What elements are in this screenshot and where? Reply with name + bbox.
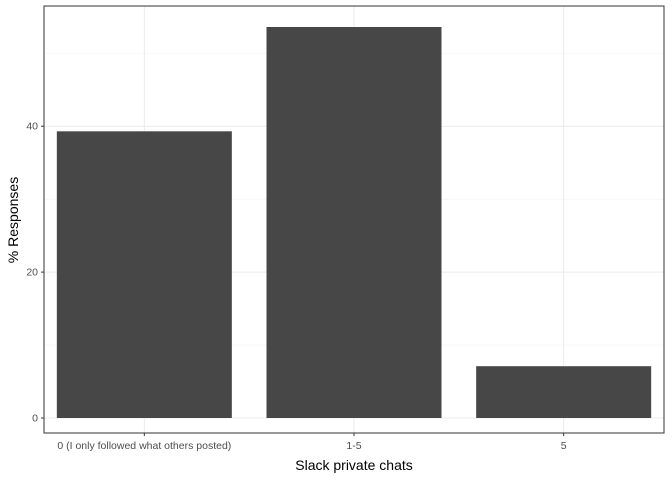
bar [56, 131, 232, 418]
bar [266, 27, 442, 418]
bar [476, 366, 652, 418]
x-axis-title: Slack private chats [295, 457, 413, 473]
y-axis-title: % Responses [5, 177, 21, 263]
y-axis-ticks: 0 20 40 [26, 121, 44, 425]
x-axis-ticks: 0 (I only followed what others posted) 1-… [57, 433, 567, 452]
x-tick-label: 1-5 [346, 440, 361, 452]
y-tick-label: 20 [26, 267, 38, 279]
bars [56, 27, 652, 418]
x-tick-label: 0 (I only followed what others posted) [57, 440, 231, 452]
y-tick-label: 40 [26, 121, 38, 133]
x-tick-label: 5 [561, 440, 567, 452]
y-tick-label: 0 [32, 413, 38, 425]
